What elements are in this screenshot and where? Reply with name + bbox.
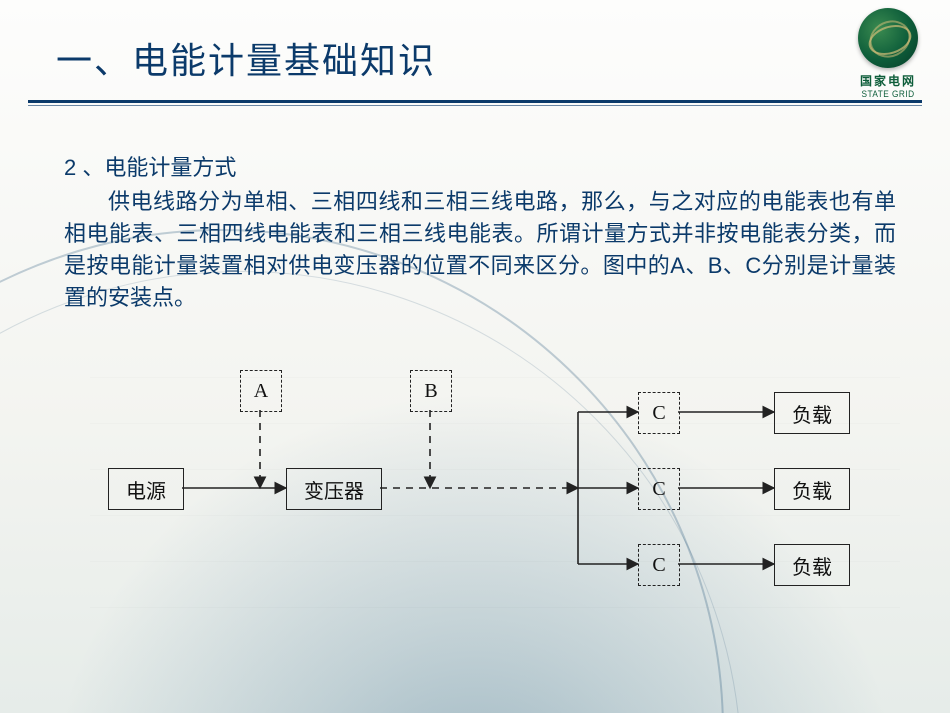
flowchart-node-L2: 负载 [774,468,850,510]
flowchart-node-xfmr: 变压器 [286,468,382,510]
flowchart-node-src: 电源 [108,468,184,510]
flowchart-node-L1: 负载 [774,392,850,434]
title-rule-thin [28,105,922,106]
flowchart-node-C1: C [638,392,680,434]
body-text: 2 、电能计量方式 供电线路分为单相、三相四线和三相三线电路，那么，与之对应的电… [64,152,896,314]
flowchart-svg [98,340,892,600]
flowchart-node-L3: 负载 [774,544,850,586]
flowchart-node-B: B [410,370,452,412]
page-title: 一、电能计量基础知识 [56,32,436,84]
flowchart-node-A: A [240,370,282,412]
section-heading: 2 、电能计量方式 [64,152,896,184]
brand-name-zh: 国家电网 [848,72,928,89]
brand-name-en: STATE GRID [851,89,925,99]
flowchart-node-C2: C [638,468,680,510]
title-rule [28,100,922,103]
paragraph: 供电线路分为单相、三相四线和三相三线电路，那么，与之对应的电能表也有单相电能表、… [64,186,896,314]
flowchart-node-C3: C [638,544,680,586]
flowchart-diagram: 电源A变压器BCCC负载负载负载 [98,340,892,600]
slide: 一、电能计量基础知识 国家电网 STATE GRID 2 、电能计量方式 供电线… [0,0,950,713]
brand-logo: 国家电网 STATE GRID [848,8,928,99]
globe-icon [858,8,918,68]
